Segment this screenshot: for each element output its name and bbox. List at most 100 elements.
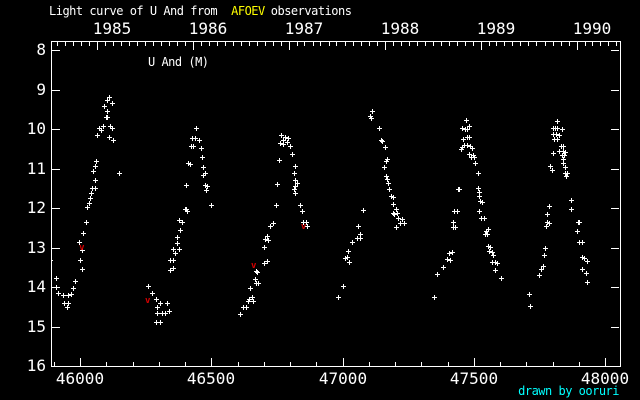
observation-point: [175, 234, 181, 240]
observation-point: [279, 132, 285, 138]
x-axis-tick-label: 46000: [55, 369, 105, 388]
observation-point: [180, 219, 186, 225]
observation-point: [468, 155, 474, 161]
year-axis-minor-tick: [89, 42, 90, 46]
mag-axis-right-tick: [611, 169, 619, 170]
year-axis-minor-tick: [304, 42, 305, 46]
year-axis-minor-tick: [465, 42, 466, 46]
observation-point: [265, 237, 271, 243]
observation-point: [584, 258, 590, 264]
observation-point: [149, 290, 155, 296]
observation-point: [84, 219, 90, 225]
year-axis-major-tick: [97, 42, 98, 50]
mag-axis-left-tick: [52, 50, 60, 51]
year-axis-minor-tick: [369, 42, 370, 46]
mag-axis-right-tick: [611, 50, 619, 51]
observation-point: [541, 253, 547, 258]
observation-point: [295, 181, 301, 187]
observation-point: [358, 236, 364, 242]
observation-point: [583, 271, 589, 277]
observation-point: [343, 256, 349, 262]
observation-point: [262, 245, 267, 251]
observation-point: [85, 204, 91, 210]
year-axis-minor-tick: [209, 42, 210, 46]
year-axis-minor-tick: [393, 42, 394, 46]
observation-point: [208, 202, 214, 208]
year-axis-minor-tick: [545, 42, 546, 46]
observation-point: [538, 266, 544, 272]
observation-point: [60, 292, 66, 298]
x-axis-major-tick: [474, 358, 475, 366]
chart-title-highlight-afoev: AFOEV: [231, 4, 265, 18]
x-axis-minor-tick: [448, 362, 449, 366]
observation-point: [297, 202, 303, 208]
observation-point: [73, 279, 78, 285]
observation-point: [481, 215, 487, 221]
observation-point: [486, 249, 492, 255]
observation-point: [54, 285, 60, 290]
observation-point: [168, 268, 174, 273]
observation-point: [385, 181, 391, 187]
observation-point: [473, 160, 479, 166]
year-axis-minor-tick: [113, 42, 114, 46]
observation-point: [64, 305, 70, 311]
observation-point: [347, 260, 353, 266]
observation-point: [280, 138, 286, 144]
chart-title: Light curve of U And from AFOEV observatio…: [49, 4, 352, 18]
observation-point: [369, 108, 375, 114]
year-axis-tick-label: 1989: [476, 19, 516, 38]
year-axis-minor-tick: [425, 42, 426, 46]
observation-point: [489, 249, 495, 255]
observation-point: [493, 268, 498, 273]
observation-point: [248, 285, 254, 291]
year-axis-minor-tick: [105, 42, 106, 46]
observation-point: [283, 134, 288, 140]
observation-point: [358, 232, 364, 238]
plot-frame: [51, 41, 621, 367]
mag-axis-left-tick: [52, 366, 60, 367]
x-axis-minor-tick: [500, 362, 501, 366]
year-axis-tick-label: 1987: [284, 19, 324, 38]
observation-point: [178, 228, 183, 234]
observation-point: [264, 258, 270, 264]
year-axis-minor-tick: [528, 42, 529, 46]
observation-point: [61, 301, 67, 307]
fainter-than-limit-marker: v: [79, 242, 85, 253]
observation-point: [164, 301, 170, 307]
x-axis-minor-tick: [526, 362, 527, 366]
observation-point: [92, 164, 98, 170]
observation-point: [159, 311, 165, 317]
observation-point: [274, 202, 280, 208]
observation-point: [80, 266, 86, 272]
observation-point: [344, 254, 350, 260]
observation-point: [549, 168, 555, 174]
observation-point: [117, 170, 123, 176]
year-axis-minor-tick: [73, 42, 74, 46]
observation-point: [170, 258, 176, 264]
observation-point: [101, 123, 107, 129]
observation-point: [390, 211, 396, 217]
observation-point: [541, 264, 547, 270]
observation-point: [105, 115, 111, 121]
observation-point: [247, 296, 253, 302]
observation-point: [190, 136, 196, 142]
x-axis-minor-tick: [159, 362, 160, 366]
observation-point: [70, 286, 76, 292]
observation-point: [561, 143, 566, 149]
observation-point: [99, 128, 104, 134]
year-axis-minor-tick: [496, 42, 497, 46]
observation-point: [354, 236, 360, 242]
observation-point: [285, 136, 291, 142]
observation-point: [477, 209, 482, 215]
observation-point: [475, 185, 481, 191]
observation-point: [552, 136, 558, 142]
mag-axis-left-tick: [52, 327, 60, 328]
observation-point: [284, 140, 290, 146]
observation-point: [464, 143, 470, 149]
observation-point: [584, 279, 590, 285]
year-axis-minor-tick: [185, 42, 186, 46]
mag-axis-right-tick: [611, 248, 619, 249]
observation-point: [89, 190, 95, 196]
observation-point: [80, 230, 86, 236]
x-axis-tick-label: 46500: [186, 369, 236, 388]
